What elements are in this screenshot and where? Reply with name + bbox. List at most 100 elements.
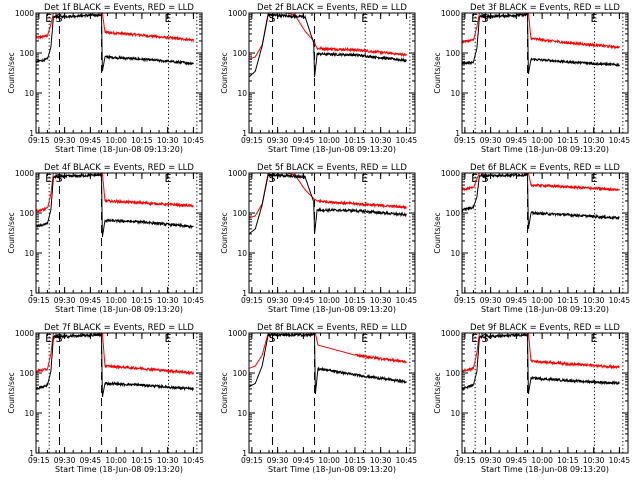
x-tick-label: 09:15 bbox=[241, 136, 263, 145]
x-tick-label: 10:00 bbox=[105, 456, 127, 465]
x-tick-label: 10:00 bbox=[531, 296, 553, 305]
detector-panel-3: Det 3f BLACK = Events, RED = LLD Start Ti… bbox=[433, 3, 630, 154]
y-tick-label: 10 bbox=[24, 249, 34, 258]
y-tick-label: 10 bbox=[450, 409, 460, 418]
time-marker-label: S bbox=[268, 332, 275, 345]
lld-rate-series bbox=[249, 333, 407, 369]
x-axis-label: Start Time (18-Jun-08 09:13:20) bbox=[268, 145, 396, 154]
y-tick-label: 1000 bbox=[441, 169, 460, 178]
time-marker-label: S bbox=[268, 12, 275, 25]
x-tick-label: 10:15 bbox=[557, 296, 579, 305]
x-axis-label: Start Time (18-Jun-08 09:13:20) bbox=[481, 305, 609, 314]
y-tick-label: 10 bbox=[237, 249, 247, 258]
x-tick-label: 09:15 bbox=[454, 456, 476, 465]
x-tick-label: 09:30 bbox=[54, 136, 76, 145]
x-tick-label: 10:15 bbox=[131, 136, 153, 145]
y-tick-label: 1 bbox=[29, 449, 34, 458]
plot-frame bbox=[248, 332, 416, 454]
x-tick-label: 09:45 bbox=[293, 136, 315, 145]
plot-frame bbox=[461, 172, 629, 294]
panel-title: Det 4f BLACK = Events, RED = LLD bbox=[44, 163, 194, 173]
x-axis-label: Start Time (18-Jun-08 09:13:20) bbox=[55, 145, 183, 154]
y-tick-label: 1 bbox=[242, 449, 247, 458]
x-tick-label: 09:45 bbox=[293, 456, 315, 465]
x-tick-label: 09:15 bbox=[454, 296, 476, 305]
y-tick-label: 100 bbox=[233, 369, 248, 378]
detector-panel-8: Det 8f BLACK = Events, RED = LLD Start Ti… bbox=[220, 323, 417, 474]
y-tick-label: 10 bbox=[24, 409, 34, 418]
x-tick-label: 09:45 bbox=[80, 456, 102, 465]
lld-rate-series bbox=[36, 173, 194, 213]
time-marker-label: E bbox=[361, 12, 368, 25]
event-rate-series bbox=[249, 173, 407, 235]
x-tick-label: 09:15 bbox=[241, 296, 263, 305]
event-rate-series bbox=[462, 173, 620, 229]
x-tick-label: 09:30 bbox=[267, 456, 289, 465]
y-tick-label: 100 bbox=[233, 209, 248, 218]
detector-panel-1: Det 1f BLACK = Events, RED = LLD Start Ti… bbox=[7, 3, 204, 154]
x-tick-label: 10:30 bbox=[157, 296, 179, 305]
y-tick-label: 100 bbox=[20, 49, 35, 58]
y-tick-label: 1000 bbox=[15, 329, 34, 338]
y-tick-label: 10 bbox=[237, 89, 247, 98]
time-marker-label: E bbox=[165, 172, 172, 185]
panel-title: Det 5f BLACK = Events, RED = LLD bbox=[257, 163, 407, 173]
x-tick-label: 10:15 bbox=[131, 296, 153, 305]
x-tick-label: 10:30 bbox=[583, 296, 605, 305]
panel-title: Det 1f BLACK = Events, RED = LLD bbox=[44, 3, 194, 13]
x-tick-label: 10:45 bbox=[396, 456, 418, 465]
detector-panel-6: Det 6f BLACK = Events, RED = LLD Start Ti… bbox=[433, 163, 630, 314]
x-tick-label: 09:15 bbox=[28, 136, 50, 145]
y-axis-label: Counts/sec bbox=[7, 52, 16, 93]
time-marker-label: E bbox=[361, 332, 368, 345]
x-tick-label: 10:30 bbox=[157, 456, 179, 465]
x-tick-label: 10:15 bbox=[131, 456, 153, 465]
y-tick-label: 100 bbox=[446, 209, 461, 218]
x-axis-label: Start Time (18-Jun-08 09:13:20) bbox=[481, 465, 609, 474]
time-marker-label: E bbox=[45, 332, 52, 345]
y-axis-label: Counts/sec bbox=[7, 372, 16, 413]
panel-title: Det 6f BLACK = Events, RED = LLD bbox=[470, 163, 620, 173]
lld-rate-series bbox=[462, 173, 620, 192]
event-rate-series bbox=[249, 13, 407, 78]
time-marker-label: E bbox=[471, 12, 478, 25]
y-tick-label: 100 bbox=[20, 209, 35, 218]
time-marker-label: S bbox=[481, 12, 488, 25]
y-tick-label: 1 bbox=[29, 129, 34, 138]
event-rate-series bbox=[36, 173, 194, 238]
x-tick-label: 09:15 bbox=[454, 136, 476, 145]
x-tick-label: 09:30 bbox=[480, 456, 502, 465]
panel-title: Det 9f BLACK = Events, RED = LLD bbox=[470, 323, 620, 333]
x-tick-label: 10:00 bbox=[531, 456, 553, 465]
plot-frame bbox=[35, 332, 203, 454]
time-marker-label: E bbox=[591, 12, 598, 25]
y-axis-label: Counts/sec bbox=[220, 212, 229, 253]
y-tick-label: 10 bbox=[450, 89, 460, 98]
time-marker-label: E bbox=[45, 12, 52, 25]
x-tick-label: 09:30 bbox=[480, 136, 502, 145]
x-tick-label: 10:00 bbox=[318, 136, 340, 145]
y-axis-label: Counts/sec bbox=[433, 212, 442, 253]
lld-rate-series bbox=[36, 13, 194, 44]
x-tick-label: 10:00 bbox=[318, 296, 340, 305]
x-tick-label: 10:30 bbox=[370, 136, 392, 145]
y-tick-label: 1000 bbox=[15, 169, 34, 178]
panel-title: Det 7f BLACK = Events, RED = LLD bbox=[44, 323, 194, 333]
x-tick-label: 09:30 bbox=[480, 296, 502, 305]
x-tick-label: 10:45 bbox=[396, 296, 418, 305]
time-marker-label: S bbox=[268, 172, 275, 185]
x-tick-label: 09:30 bbox=[267, 136, 289, 145]
y-tick-label: 100 bbox=[233, 49, 248, 58]
y-axis-label: Counts/sec bbox=[433, 52, 442, 93]
x-tick-label: 09:45 bbox=[506, 456, 528, 465]
x-axis-label: Start Time (18-Jun-08 09:13:20) bbox=[268, 305, 396, 314]
x-axis-label: Start Time (18-Jun-08 09:13:20) bbox=[481, 145, 609, 154]
time-marker-label: S bbox=[481, 332, 488, 345]
y-tick-label: 1000 bbox=[228, 9, 247, 18]
x-tick-label: 10:00 bbox=[105, 296, 127, 305]
x-tick-label: 09:30 bbox=[54, 296, 76, 305]
y-tick-label: 1000 bbox=[441, 329, 460, 338]
y-tick-label: 1 bbox=[29, 289, 34, 298]
x-tick-label: 09:30 bbox=[54, 456, 76, 465]
x-tick-label: 09:45 bbox=[80, 136, 102, 145]
